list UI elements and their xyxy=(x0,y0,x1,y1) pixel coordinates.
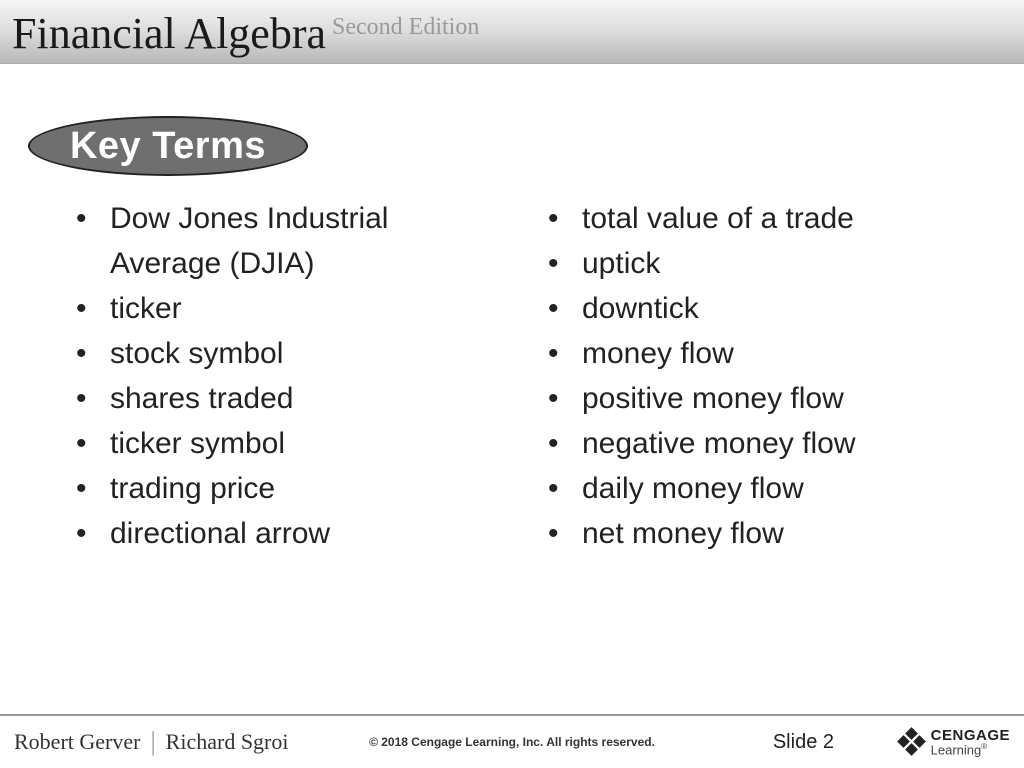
list-item: positive money flow xyxy=(542,376,974,421)
list-item: total value of a trade xyxy=(542,196,974,241)
copyright-text: © 2018 Cengage Learning, Inc. All rights… xyxy=(369,735,655,749)
terms-column-left: Dow Jones Industrial Average (DJIA)ticke… xyxy=(70,196,502,556)
list-item: daily money flow xyxy=(542,466,974,511)
publisher-icon xyxy=(899,729,925,755)
list-item: shares traded xyxy=(70,376,502,421)
list-item: uptick xyxy=(542,241,974,286)
list-item: directional arrow xyxy=(70,511,502,556)
slide-number: Slide 2 xyxy=(773,731,834,754)
authors: Robert Gerver | Richard Sgroi xyxy=(14,727,289,757)
list-item: net money flow xyxy=(542,511,974,556)
list-item: money flow xyxy=(542,331,974,376)
list-item: ticker symbol xyxy=(70,421,502,466)
publisher-name: CENGAGE xyxy=(931,728,1010,743)
book-title: Financial Algebra xyxy=(12,8,326,59)
terms-list-left: Dow Jones Industrial Average (DJIA)ticke… xyxy=(70,196,502,556)
list-item: stock symbol xyxy=(70,331,502,376)
section-badge: Key Terms xyxy=(28,116,308,176)
list-item: trading price xyxy=(70,466,502,511)
terms-list-right: total value of a tradeuptickdowntickmone… xyxy=(542,196,974,556)
content-area: Dow Jones Industrial Average (DJIA)ticke… xyxy=(70,196,974,556)
author-1: Robert Gerver xyxy=(14,729,140,755)
author-separator: | xyxy=(150,727,155,757)
list-item: ticker xyxy=(70,286,502,331)
section-badge-text: Key Terms xyxy=(70,125,266,168)
publisher-logo: CENGAGE Learning® xyxy=(899,728,1010,756)
footer-bar: Robert Gerver | Richard Sgroi © 2018 Cen… xyxy=(0,714,1024,768)
publisher-text: CENGAGE Learning® xyxy=(931,728,1010,756)
header-bar: Financial Algebra Second Edition xyxy=(0,0,1024,64)
terms-column-right: total value of a tradeuptickdowntickmone… xyxy=(542,196,974,556)
publisher-subname: Learning® xyxy=(931,743,1010,756)
list-item: negative money flow xyxy=(542,421,974,466)
list-item: Dow Jones Industrial Average (DJIA) xyxy=(70,196,502,286)
author-2: Richard Sgroi xyxy=(166,729,289,755)
list-item: downtick xyxy=(542,286,974,331)
edition-label: Second Edition xyxy=(332,14,479,41)
